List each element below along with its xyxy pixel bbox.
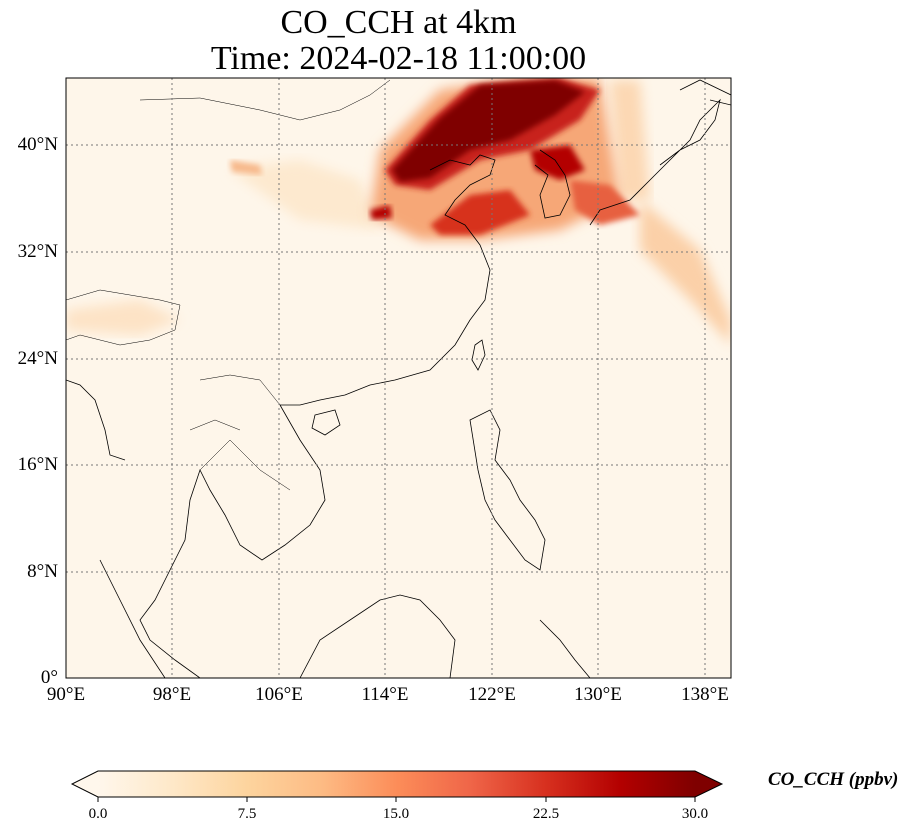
coastline-borneo [299, 594, 456, 678]
colorbar-tick-label: 22.5 [532, 806, 560, 822]
coastline-japan [589, 98, 721, 226]
lon-label: 130°E [574, 684, 622, 705]
colorbar-extend-max [695, 771, 722, 797]
plume-peak [392, 80, 585, 182]
lon-label: 106°E [255, 684, 303, 705]
border-laos-vietnam [189, 374, 291, 491]
coastlines [66, 79, 731, 678]
lat-label: 0° [40, 667, 58, 688]
colorbar-tick-label: 0.0 [88, 806, 108, 822]
lon-label: 138°E [681, 684, 729, 705]
coastline-myanmar [66, 379, 126, 461]
lon-label: 90°E [46, 684, 86, 705]
lat-label: 16°N [17, 454, 58, 475]
co-concentration-field [66, 78, 731, 345]
map-subtitle-time: Time: 2024-02-18 11:00:00 [210, 40, 587, 77]
lat-label: 40°N [17, 134, 58, 155]
coastline-indochina [139, 404, 326, 678]
coastline-korea [534, 149, 571, 219]
map-frame [65, 77, 732, 679]
map-title: CO_CCH at 4km [280, 4, 517, 41]
coastline-china [280, 154, 496, 406]
plume-light [640, 200, 731, 345]
colorbar-tick-label: 7.5 [237, 806, 257, 822]
coastline-japan-north [679, 79, 731, 106]
colorbar-gradient [98, 771, 695, 797]
coastline-hainan [311, 409, 341, 436]
plume-high [370, 205, 392, 220]
colorbar-tick-label: 15.0 [382, 806, 410, 822]
lon-label: 122°E [468, 684, 516, 705]
coastline-indonesia-east [539, 619, 591, 678]
lat-label: 24°N [17, 348, 58, 369]
lon-label: 114°E [361, 684, 409, 705]
lat-label: 32°N [17, 241, 58, 262]
border-china-west [66, 289, 181, 346]
plume-light [610, 80, 650, 200]
border-mongolia [139, 79, 391, 121]
colorbar [70, 770, 724, 802]
lat-label: 8°N [27, 561, 58, 582]
lon-label: 98°E [152, 684, 192, 705]
coastline-sumatra [99, 559, 166, 678]
coastline-philippines [469, 409, 546, 571]
gridlines [66, 78, 731, 678]
plume-moderate [570, 180, 640, 225]
plume-high [430, 190, 530, 235]
colorbar-extend-min [72, 771, 98, 797]
plume-light [66, 300, 180, 335]
colorbar-tick-label: 30.0 [681, 806, 709, 822]
plume-light [230, 160, 380, 230]
plume-light [230, 160, 262, 175]
coastline-taiwan [471, 339, 486, 371]
colorbar-label: CO_CCH (ppbv) [768, 769, 899, 790]
